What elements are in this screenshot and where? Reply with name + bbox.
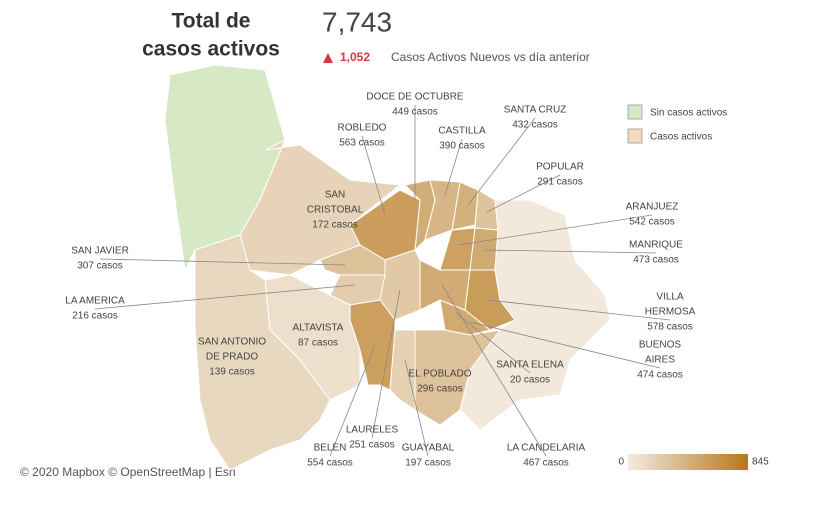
leader-line [371, 289, 401, 439]
region-cases: 216 casos [72, 311, 118, 322]
leader-line [486, 174, 561, 213]
leader-line [94, 284, 356, 310]
leader-line [404, 359, 429, 457]
region [459, 199, 611, 431]
leader-line [484, 249, 657, 254]
map [164, 64, 611, 471]
scale-min: 0 [618, 457, 624, 468]
new-cases: 1,052 [340, 50, 370, 64]
region [379, 249, 421, 321]
region-name: POPULAR [536, 162, 584, 173]
region-cases: 139 casos [209, 367, 255, 378]
region-name: SANTA ELENA [496, 360, 564, 371]
leader-line [361, 135, 386, 216]
region-cases: 296 casos [417, 384, 463, 395]
legend-swatch [627, 128, 643, 144]
region [349, 299, 396, 391]
region-name: SAN JAVIER [71, 246, 129, 257]
leader-line [467, 117, 536, 206]
legend-swatch [627, 104, 643, 120]
labels: DOCE DE OCTUBRE 449 casos SANTA CRUZ 432 ca… [65, 92, 695, 469]
region-name: MANRIQUE [629, 240, 683, 251]
region-name: HERMOSA [645, 307, 696, 318]
region-name: SAN [325, 190, 346, 201]
region-name: LA AMERICA [65, 296, 125, 307]
leader-line [329, 344, 376, 457]
leader-line [457, 214, 653, 246]
region-cases: 449 casos [392, 107, 438, 118]
region-name: BUENOS [639, 340, 682, 351]
region [469, 227, 499, 271]
region-name: DE PRADO [206, 352, 258, 363]
region-cases: 197 casos [405, 458, 451, 469]
region-cases: 554 casos [307, 458, 353, 469]
region-name: CASTILLA [438, 126, 486, 137]
region-name: ALTAVISTA [293, 323, 344, 334]
region [419, 259, 471, 311]
region-name: ROBLEDO [338, 123, 387, 134]
leader-line [454, 311, 531, 374]
region-cases: 563 casos [339, 138, 385, 149]
attribution: © 2020 Mapbox © OpenStreetMap | Esri [20, 465, 236, 479]
region-name: AIRES [645, 355, 675, 366]
title-line: casos activos [142, 38, 280, 61]
region-cases: 251 casos [349, 440, 395, 451]
region-name: BELEN [314, 443, 347, 454]
region-cases: 172 casos [312, 220, 358, 231]
region-cases: 87 casos [298, 338, 338, 349]
scale-bar [628, 454, 748, 470]
region [424, 179, 461, 241]
leader-line [487, 299, 671, 321]
region-cases: 542 casos [629, 217, 675, 228]
region-name: DOCE DE OCTUBRE [366, 92, 464, 103]
region [389, 329, 416, 411]
region-cases: 474 casos [637, 370, 683, 381]
legend-label: Casos activos [650, 132, 712, 143]
region-cases: 467 casos [523, 458, 569, 469]
leader-line [469, 321, 661, 369]
up-triangle [323, 53, 333, 63]
region-cases: 432 casos [512, 120, 558, 131]
leader-line [99, 258, 346, 266]
region-name: EL POBLADO [409, 369, 472, 380]
scale-max: 845 [752, 457, 769, 468]
region-name: CRISTOBAL [307, 205, 364, 216]
region [474, 189, 499, 231]
region [194, 234, 331, 471]
region-name: ARANJUEZ [626, 202, 679, 213]
new-cases-text: Casos Activos Nuevos vs día anterior [391, 50, 590, 64]
total-cases: 7,743 [322, 6, 392, 37]
region-cases: 20 casos [510, 375, 550, 386]
region-cases: 473 casos [633, 255, 679, 266]
title-line: Total de [172, 10, 251, 33]
leader-line [441, 284, 547, 457]
region [439, 227, 476, 271]
region-cases: 307 casos [77, 261, 123, 272]
region-name: SANTA CRUZ [504, 105, 567, 116]
legend-label: Sin casos activos [650, 108, 727, 119]
region-name: SAN ANTONIO [198, 337, 266, 348]
region-name: LAURELES [346, 425, 399, 436]
region-cases: 578 casos [647, 322, 693, 333]
region-cases: 291 casos [537, 177, 583, 188]
region-cases: 390 casos [439, 141, 485, 152]
region-name: VILLA [656, 292, 684, 303]
region-name: GUAYABAL [402, 443, 455, 454]
region-name: LA CANDELARIA [507, 443, 586, 454]
leader-line [444, 138, 463, 196]
